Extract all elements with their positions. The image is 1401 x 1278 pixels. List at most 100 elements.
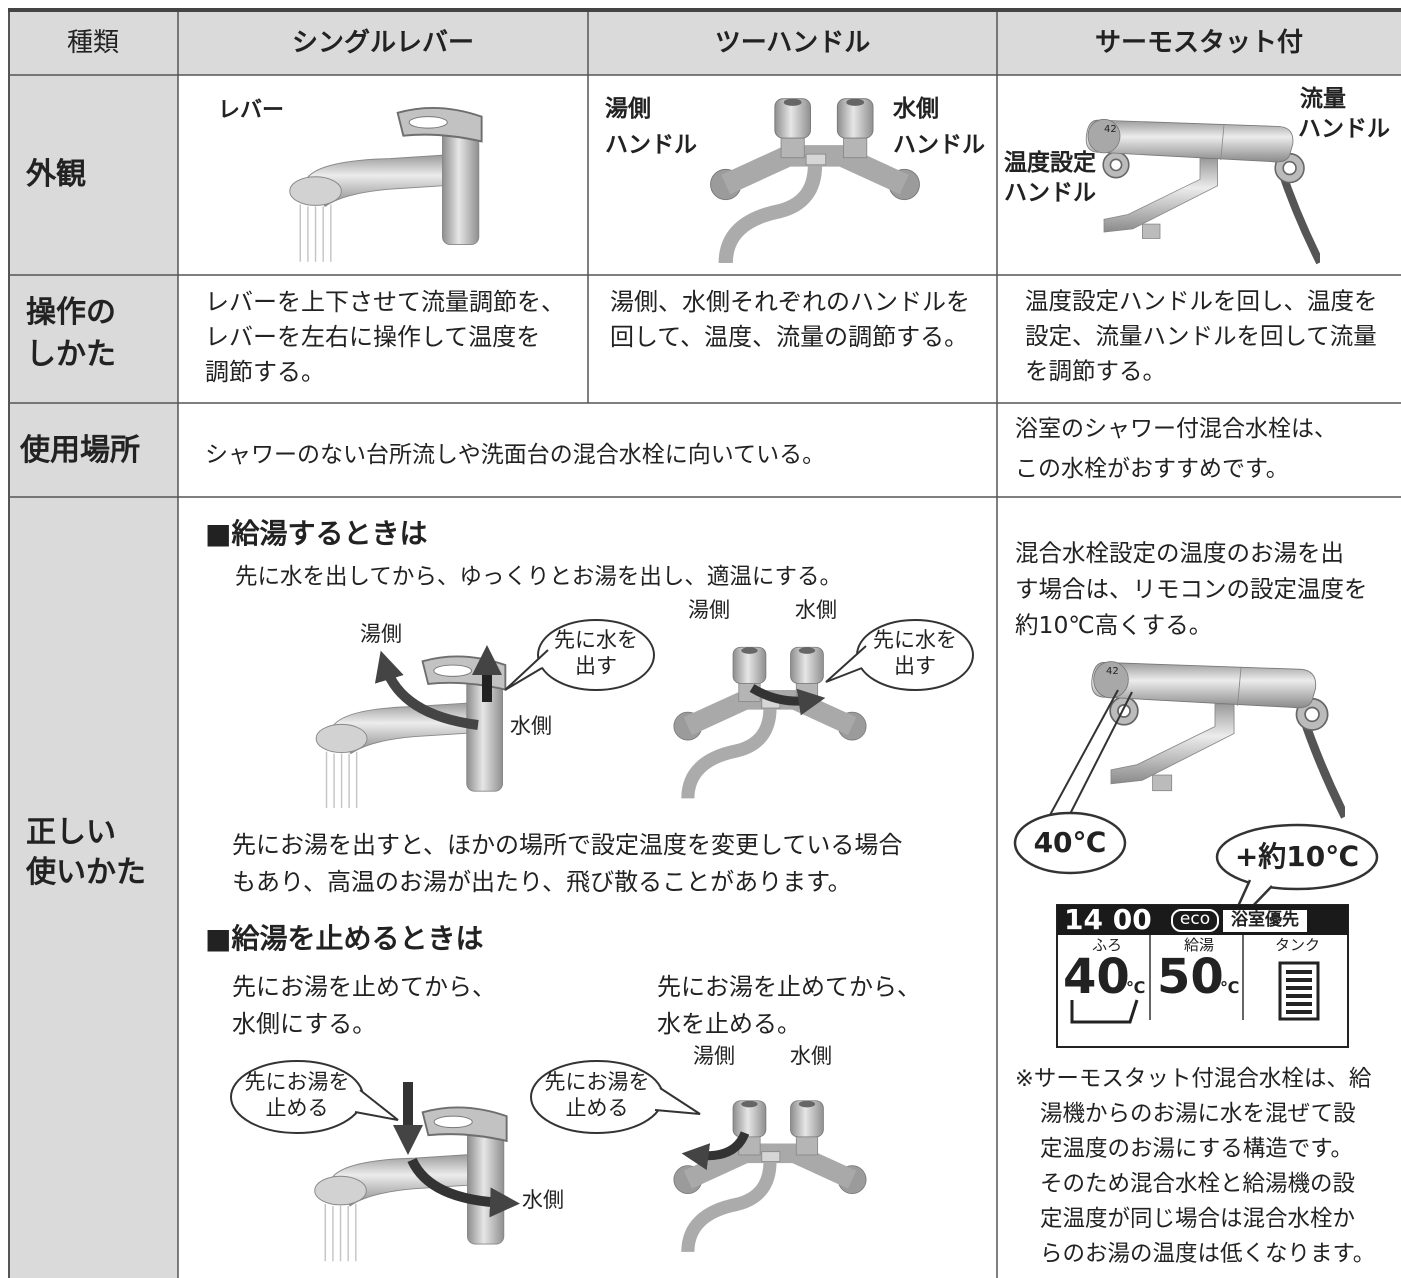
display-unit: ℃ [1220,978,1240,997]
warning-text: 先にお湯を出すと、ほかの場所で設定温度を変更している場合 [232,831,903,859]
tank-levels [1286,970,1312,1014]
part-label: 温度設定 [1004,150,1096,176]
bubble-text: 先に水を [873,628,957,652]
grid [8,10,1401,1278]
callout-line [1049,689,1133,819]
header-cell: ツーハンドル [714,28,871,58]
part-label: 流量 [1300,86,1346,112]
bubble-text: 先にお湯を [544,1070,650,1094]
cell-text: を調節する。 [1025,357,1166,385]
cell-text: レバーを上下させて流量調節を、 [205,288,565,316]
arrow [681,1131,750,1171]
cell-text: この水栓がおすすめです。 [1015,456,1289,482]
arrow [407,1157,520,1218]
bubble-tail [825,645,867,683]
bubble-text: 出す [575,654,617,678]
part-label: 湯側 [693,1044,735,1068]
two-handle-faucet [711,99,920,263]
thermostat-faucet [1086,119,1320,262]
cell-text: シャワーのない台所流しや洗面台の混合水栓に向いている。 [205,442,826,468]
cell-text: 混合水栓設定の温度のお湯を出 [1015,539,1344,567]
part-label: ハンドル [605,132,697,158]
arrow [749,684,826,716]
bubble-text: 出す [894,654,936,678]
row-label: しかた [26,337,116,372]
cell-text: 約10℃高くする。 [1015,611,1213,639]
dial-number: 42 [1106,666,1119,677]
mode-badge [1223,910,1307,932]
cell-text: 先にお湯を止めてから、 [657,973,921,1001]
cell-text: 先にお湯を止めてから、 [232,973,496,1001]
cell-text: 先に水を出してから、ゆっくりとお湯を出し、適温にする。 [235,564,843,590]
display-label: 給湯 [1184,936,1215,954]
note-text: らのお湯の温度は低くなります。 [1040,1241,1376,1267]
part-label: 湯側 [360,622,402,646]
note-text: ※サーモスタット付混合水栓は、給 [1015,1066,1372,1092]
cell-text: 設定、流量ハンドルを回して流量 [1025,322,1377,350]
display-temp: 40 [1063,949,1130,1005]
row-label: 正しい [26,815,116,850]
part-label: ハンドル [1298,116,1390,142]
section-heading: ■給湯を止めるときは [205,922,484,955]
callout-text: 40℃ [1033,826,1107,859]
part-label: 水側 [795,598,837,622]
label-column [8,10,178,1278]
display-label: ふろ [1092,936,1123,954]
display-unit: ℃ [1126,978,1146,997]
note-text: 定温度が同じ場合は混合水栓か [1040,1206,1356,1232]
bubble-tail [354,1089,399,1121]
note-text: そのため混合水栓と給湯機の設 [1040,1171,1356,1197]
bubble-tail [504,649,549,691]
header-cell: サーモスタット付 [1094,28,1303,58]
cell-text: 温度設定ハンドルを回し、温度を [1025,287,1378,315]
speech-bubble [537,619,655,691]
cell-text: 回して、温度、流量の調節する。 [610,323,969,351]
eco-badge [1171,909,1219,932]
part-label: ハンドル [893,132,985,158]
part-label: 水側 [522,1188,564,1212]
cell-text: す場合は、リモコンの設定温度を [1015,575,1368,603]
cell-text: 浴室のシャワー付混合水栓は、 [1015,416,1337,442]
header-cell: 種類 [66,28,119,58]
display-temp: 50 [1157,949,1224,1005]
cell-text: 調節する。 [205,358,325,386]
display-dividers [1149,935,1244,1020]
display-label: タンク [1275,936,1321,954]
row-label: 操作の [26,295,116,330]
part-label: 水側 [893,96,939,122]
row-label: 使いかた [26,855,146,890]
single-lever-faucet [288,106,483,263]
part-label: 湯側 [688,598,730,622]
bubble-text: 止める [265,1096,329,1120]
part-label: 水側 [790,1044,832,1068]
header-row [8,10,1401,75]
dial-number: 42 [1104,124,1117,135]
single-lever-faucet [315,655,507,810]
two-handle-faucet [674,647,866,798]
thermostat-faucet [1092,662,1345,817]
part-label: ハンドル [1004,180,1096,206]
note-text: 湯機からのお湯に水を混ぜて設 [1040,1101,1356,1127]
part-label: 湯側 [605,96,651,122]
display-time: 14 00 [1064,903,1152,936]
part-label: レバー [218,98,285,123]
note-text: 定温度のお湯にする構造です。 [1040,1136,1353,1162]
bubble-text: 先に水を [554,628,638,652]
bubble-tail [654,1087,701,1115]
part-label: 水側 [510,714,552,738]
row-label: 使用場所 [20,433,140,468]
bubble-text: 止める [565,1096,629,1120]
cell-text: レバーを左右に操作して温度を [205,323,541,351]
callout-text: +約10℃ [1234,840,1360,873]
display-eco: eco [1179,909,1211,929]
cell-text: 水を止める。 [657,1010,801,1038]
tub-icon [1070,999,1139,1024]
warning-text: もあり、高温のお湯が出たり、飛び散ることがあります。 [232,868,852,896]
header-cell: シングルレバー [291,28,474,58]
display-mode: 浴室優先 [1231,910,1299,930]
arrow [374,650,479,730]
speech-bubble [1013,811,1127,875]
